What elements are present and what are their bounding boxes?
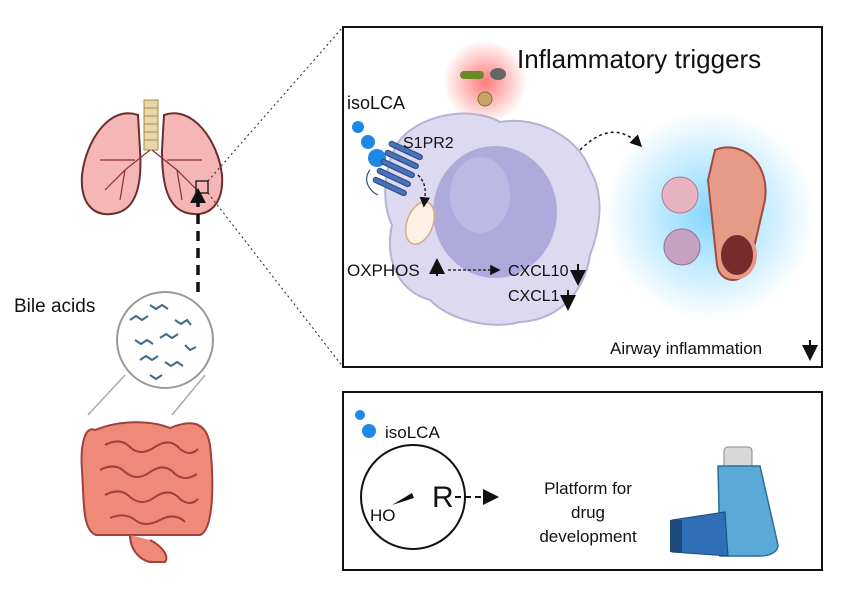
- arrowhead-icon: [190, 188, 206, 203]
- lungs-icon: [80, 99, 224, 216]
- zoom-guide-line: [207, 192, 344, 368]
- zoom-guide-line: [207, 26, 344, 182]
- hydroxyl-label: HO: [370, 506, 396, 525]
- bile-acids-label: Bile acids: [14, 296, 95, 317]
- cxcl10-label: CXCL10: [508, 263, 569, 280]
- platform-line-1: Platform for: [544, 479, 632, 498]
- pathogen-triggers-icon: [460, 68, 506, 107]
- platform-line-2: drug: [571, 503, 605, 522]
- isolca-label: isoLCA: [347, 93, 405, 113]
- mechanism-panel: Inflammatory triggers isoLCA S: [342, 26, 823, 368]
- isolca-label: isoLCA: [385, 423, 440, 442]
- drug-development-panel: isoLCA HO R Platform for drug developmen…: [342, 391, 823, 571]
- intestine-icon: [80, 421, 214, 563]
- platform-line-3: development: [539, 527, 637, 546]
- panel-title: Inflammatory triggers: [517, 44, 761, 74]
- bile-acid-molecules-magnifier: [87, 291, 214, 416]
- oxphos-label: OXPHOS: [347, 261, 420, 280]
- inhaler-icon: [670, 446, 779, 557]
- cxcl1-label: CXCL1: [508, 288, 560, 305]
- s1pr2-label: S1PR2: [403, 135, 454, 152]
- r-group-label: R: [432, 481, 454, 514]
- s1pr2-receptor-icon: [366, 140, 423, 197]
- airway-inflammation-label: Airway inflammation: [610, 339, 762, 358]
- airway-with-neutrophils-icon: [661, 146, 767, 281]
